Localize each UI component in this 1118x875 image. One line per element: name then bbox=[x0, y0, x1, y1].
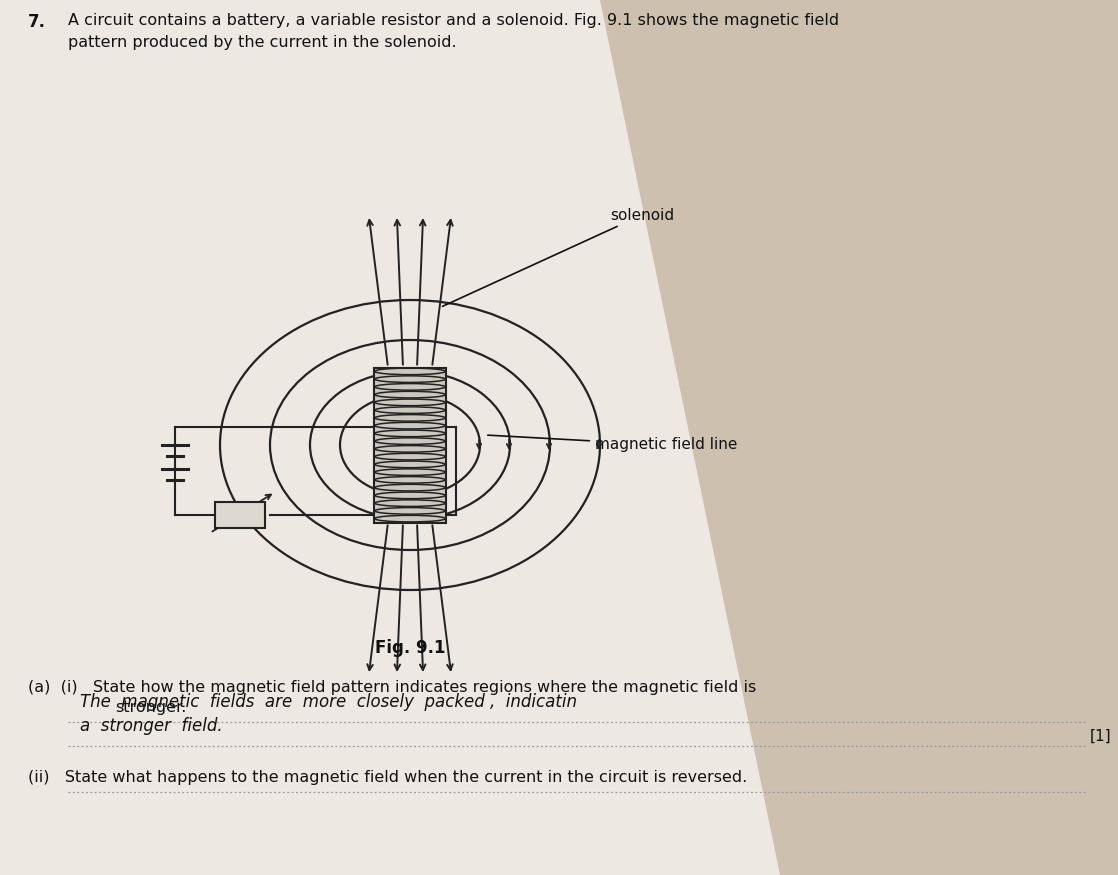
Bar bbox=[215, 502, 265, 528]
Bar bbox=[375, 368, 446, 522]
Text: A circuit contains a battery, a variable resistor and a solenoid. Fig. 9.1 shows: A circuit contains a battery, a variable… bbox=[68, 13, 840, 28]
Text: (ii)   State what happens to the magnetic field when the current in the circuit : (ii) State what happens to the magnetic … bbox=[28, 770, 747, 785]
Text: stronger.: stronger. bbox=[115, 700, 187, 715]
Text: [1]: [1] bbox=[1090, 729, 1111, 744]
Polygon shape bbox=[600, 0, 1118, 875]
Text: a  stronger  field.: a stronger field. bbox=[80, 717, 222, 735]
Text: magnetic field line: magnetic field line bbox=[487, 435, 738, 452]
Text: Fig. 9.1: Fig. 9.1 bbox=[375, 639, 445, 657]
Text: pattern produced by the current in the solenoid.: pattern produced by the current in the s… bbox=[68, 35, 456, 50]
Text: (a)  (i)   State how the magnetic field pattern indicates regions where the magn: (a) (i) State how the magnetic field pat… bbox=[28, 680, 756, 695]
Text: solenoid: solenoid bbox=[443, 207, 674, 306]
Text: 7.: 7. bbox=[28, 13, 46, 31]
Text: The  magnetic  fields  are  more  closely  packed ,  indicatin: The magnetic fields are more closely pac… bbox=[80, 693, 577, 711]
